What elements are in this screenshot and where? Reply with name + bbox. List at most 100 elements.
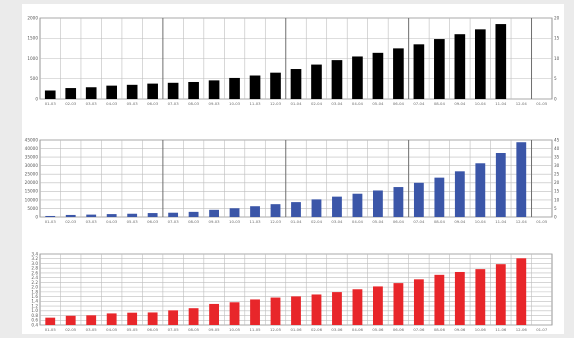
x-tick-label: 01-06 — [290, 327, 302, 332]
y-tick-label: 1500 — [27, 36, 38, 41]
x-tick-label: 03-04 — [331, 101, 343, 106]
bar — [434, 177, 445, 217]
bar — [331, 60, 343, 99]
y-tick-label: 3.0 — [31, 261, 38, 266]
x-tick-label: 02-04 — [311, 101, 323, 106]
x-tick-label: 06-03 — [147, 219, 159, 224]
y-right-tick-label: 20 — [554, 15, 560, 20]
bar — [208, 80, 220, 99]
bar — [454, 271, 465, 325]
x-tick-label: 01-04 — [290, 101, 302, 106]
x-tick-label: 08-03 — [188, 219, 200, 224]
x-tick-label: 07-05 — [168, 327, 180, 332]
y-tick-label: 30000 — [25, 163, 39, 168]
bar — [372, 52, 384, 99]
bar — [475, 269, 486, 325]
bar — [373, 190, 383, 217]
y-right-tick-label: 10 — [554, 197, 560, 202]
bar — [250, 299, 260, 325]
bar — [250, 206, 260, 217]
x-tick-label: 03-03 — [86, 219, 98, 224]
y-tick-label: 0 — [35, 214, 38, 219]
x-tick-label: 07-04 — [413, 219, 425, 224]
y-right-tick-label: 30 — [554, 163, 560, 168]
bar — [147, 312, 158, 325]
bar — [229, 77, 240, 99]
x-tick-label: 10-03 — [229, 101, 241, 106]
bar — [209, 303, 219, 325]
bar — [167, 82, 179, 99]
y-tick-label: 1.0 — [31, 308, 38, 313]
chart-frame: 0 500 1000 1500 2000 0 5 10 15 20 01-03 02-03 03-03 0… — [22, 4, 564, 334]
bar — [86, 214, 97, 217]
y-tick-label: 1.6 — [31, 294, 38, 299]
x-tick-label: 04-04 — [352, 219, 364, 224]
y-tick-label: 20000 — [25, 180, 39, 185]
y-tick-label: 40000 — [25, 146, 39, 151]
x-tick-label: 12-05 — [270, 327, 282, 332]
bar — [352, 56, 363, 99]
bar — [86, 315, 97, 325]
x-tick-label: 04-03 — [106, 219, 118, 224]
x-tick-label: 08-04 — [434, 219, 446, 224]
bar — [434, 274, 445, 325]
bar — [352, 289, 363, 325]
bar — [454, 34, 466, 100]
x-tick-label: 02-05 — [65, 327, 77, 332]
bar — [393, 187, 404, 217]
x-tick-label: 06-04 — [393, 101, 405, 106]
bar — [516, 258, 527, 325]
bar — [434, 39, 445, 99]
y-right-tick-label: 25 — [554, 172, 560, 177]
bar — [106, 214, 117, 217]
x-tick-label: 10-05 — [229, 327, 241, 332]
y-tick-label: 2.2 — [31, 280, 38, 285]
x-tick-label: 07-03 — [168, 219, 180, 224]
bar — [474, 29, 486, 100]
bar — [65, 88, 77, 99]
x-tick-label: 03-03 — [86, 101, 98, 106]
y-right-tick-label: 20 — [554, 180, 560, 185]
y-right-tick-label: 10 — [554, 56, 560, 61]
y-right-tick-label: 45 — [554, 137, 560, 142]
x-tick-label: 04-03 — [106, 101, 118, 106]
x-tick-label: 12-06 — [516, 327, 528, 332]
bar — [85, 87, 97, 99]
bar — [495, 264, 506, 325]
bar — [65, 315, 76, 325]
bar — [495, 24, 507, 100]
x-tick-label: 12-04 — [516, 219, 528, 224]
x-tick-label: 01-07 — [536, 327, 548, 332]
bar — [229, 208, 240, 217]
x-tick-label: 11-03 — [250, 219, 262, 224]
y-tick-label: 2.6 — [31, 270, 38, 275]
x-tick-label: 04-04 — [352, 101, 364, 106]
y-tick-label: 5000 — [27, 206, 38, 211]
x-tick-label: 08-05 — [188, 327, 200, 332]
x-tick-label: 05-04 — [372, 219, 384, 224]
bar — [168, 310, 179, 325]
x-tick-label: 06-04 — [393, 219, 405, 224]
bar — [249, 75, 261, 99]
bar — [127, 312, 138, 325]
x-tick-label: 05-03 — [127, 219, 139, 224]
x-tick-label: 12-03 — [270, 101, 282, 106]
x-tick-label: 09-05 — [209, 327, 221, 332]
bar — [126, 84, 138, 99]
bar — [475, 163, 486, 217]
bar — [229, 302, 240, 325]
y-right-tick-label: 40 — [554, 146, 560, 151]
y-tick-label: 2.0 — [31, 285, 38, 290]
x-tick-label: 11-05 — [250, 327, 262, 332]
bar — [290, 69, 302, 99]
bar — [291, 202, 301, 217]
bar — [332, 196, 342, 217]
x-tick-label: 08-03 — [188, 101, 200, 106]
y-tick-label: 500 — [30, 76, 38, 81]
x-tick-label: 09-04 — [454, 101, 466, 106]
x-tick-label: 09-06 — [454, 327, 466, 332]
y-right-tick-label: 15 — [554, 36, 560, 41]
y-tick-label: 1.2 — [31, 303, 38, 308]
bar — [188, 308, 199, 325]
x-tick-label: 10-06 — [475, 327, 487, 332]
